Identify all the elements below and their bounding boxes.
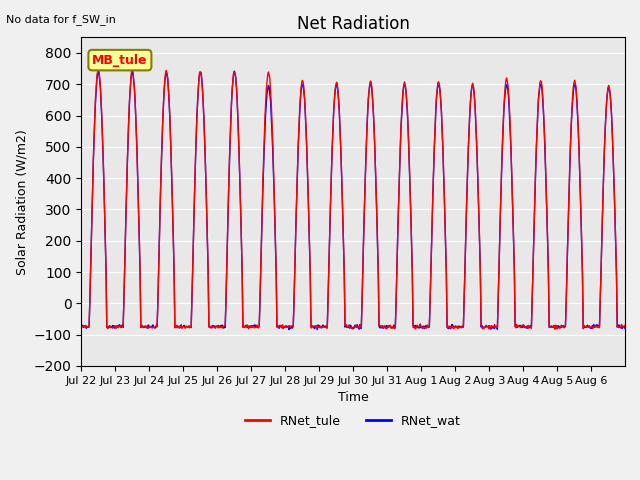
RNet_tule — [269, 135, 276, 141]
RNet_wat — [141, 324, 149, 330]
RNet_tule — [410, 324, 417, 330]
Text: MB_tule: MB_tule — [92, 54, 148, 67]
RNet_wat — [289, 323, 297, 329]
RNet_tule — [289, 324, 297, 329]
Line: RNet_wat: RNet_wat — [81, 71, 625, 330]
Text: No data for f_SW_in: No data for f_SW_in — [6, 14, 116, 25]
RNet_wat — [77, 324, 85, 330]
Legend: RNet_tule, RNet_wat: RNet_tule, RNet_wat — [240, 409, 466, 432]
RNet_wat — [411, 324, 419, 329]
RNet_tule — [77, 324, 85, 329]
RNet_wat — [621, 325, 629, 331]
RNet_tule — [242, 324, 250, 330]
RNet_tule — [142, 323, 150, 329]
RNet_wat — [314, 327, 321, 333]
RNet_wat — [242, 323, 250, 328]
RNet_tule — [551, 326, 559, 332]
RNet_tule — [440, 190, 448, 195]
X-axis label: Time: Time — [338, 391, 369, 404]
Title: Net Radiation: Net Radiation — [297, 15, 410, 33]
RNet_tule — [621, 322, 629, 328]
Line: RNet_tule: RNet_tule — [81, 69, 625, 329]
RNet_wat — [441, 217, 449, 223]
RNet_wat — [269, 146, 276, 152]
RNet_tule — [95, 66, 102, 72]
Y-axis label: Solar Radiation (W/m2): Solar Radiation (W/m2) — [15, 129, 28, 275]
RNet_wat — [230, 68, 238, 74]
